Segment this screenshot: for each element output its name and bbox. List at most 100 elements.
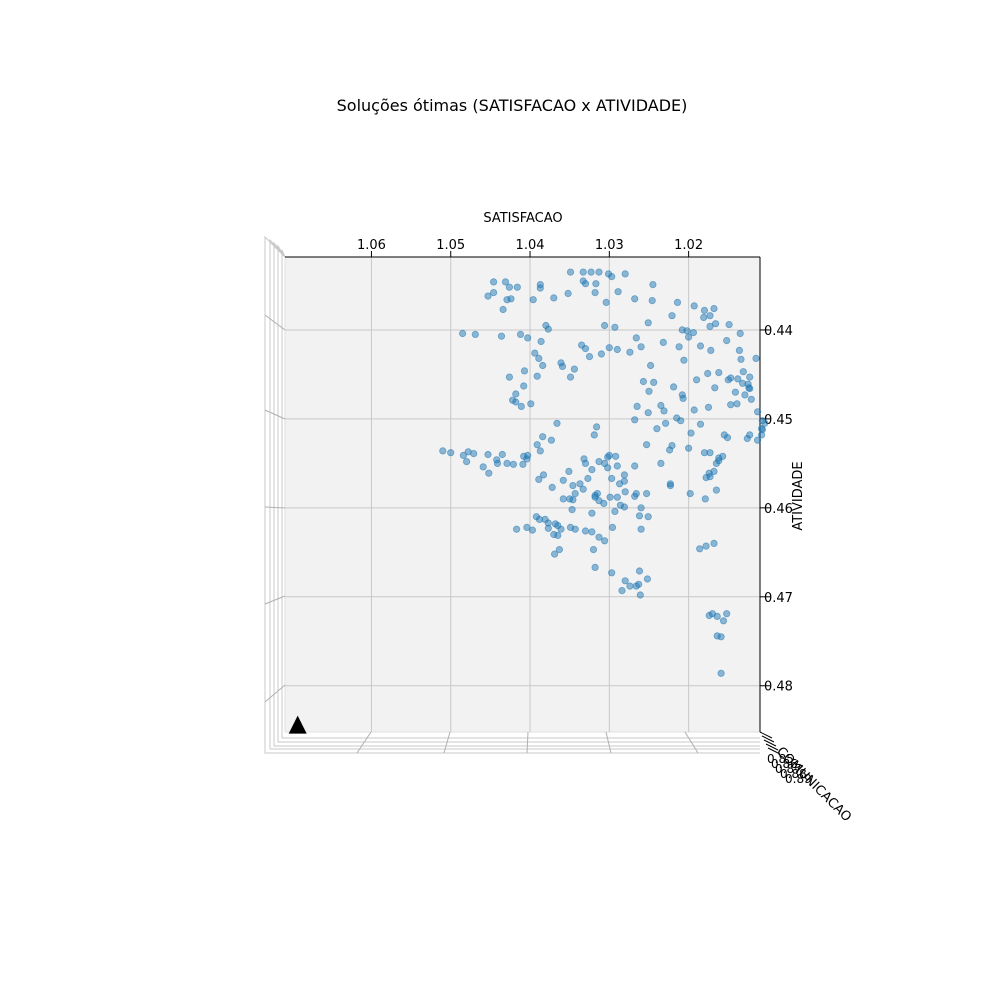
data-point [439,447,447,455]
data-point [711,384,719,392]
data-point [489,288,498,297]
data-point [704,369,712,378]
z-tick-label: 0.86 [771,757,798,771]
data-point [503,459,511,467]
data-point [677,417,685,425]
data-point [592,423,601,431]
data-point [535,475,543,483]
data-point [611,323,619,331]
data-point [632,582,640,590]
data-point [701,495,709,503]
data-point [592,280,600,288]
data-point [585,352,594,361]
data-point [700,313,708,322]
data-point [711,320,720,328]
data-point [608,272,616,281]
data-point [637,504,645,512]
data-point [741,391,749,399]
data-point [591,288,599,297]
y-ticks: 0.44 0.45 0.46 0.47 0.48 [760,324,793,695]
data-point [527,400,535,408]
data-point [644,319,652,327]
data-point [520,382,528,390]
data-point [679,394,687,402]
data-point [602,298,610,306]
data-point [566,268,575,276]
data-point [690,406,698,414]
data-point [649,280,657,289]
data-point [734,375,742,383]
data-point [600,537,609,545]
data-point [632,334,640,342]
data-point [631,416,639,424]
data-point [642,441,651,449]
x-tick-label: 1.05 [436,238,465,253]
data-point [702,542,710,550]
data-point [736,329,744,338]
data-point [633,402,641,410]
data-point [719,617,728,625]
data-point [568,505,576,514]
data-point [661,419,670,427]
data-point [626,348,634,356]
z-tick-label: 0.88 [780,767,807,781]
data-point [570,365,579,373]
data-point [581,280,590,288]
x-axis-label: SATISFACAO [483,211,562,226]
data-point [581,344,590,353]
data-point [588,528,596,536]
data-point [707,346,715,354]
data-point [659,338,667,346]
y-tick-label: 0.46 [764,502,793,517]
data-point [621,270,629,278]
data-point [612,452,620,460]
y-axis-label: ATIVIDADE [791,461,806,530]
data-point [626,582,634,590]
data-point [684,333,693,341]
data-point [497,332,506,340]
data-point [631,462,639,470]
data-point [566,495,574,503]
data-point [551,520,560,528]
data-point [544,519,552,527]
data-point [704,403,713,411]
data-point [706,449,714,457]
data-point [605,451,613,459]
data-point [589,545,598,554]
data-point [696,545,704,553]
data-point [613,345,621,354]
data-point [752,354,760,362]
data-point [668,312,676,320]
highlight-triangle-marker [288,715,307,734]
z-tick-label: 0.89 [785,772,812,786]
data-point [588,509,596,517]
data-point [632,489,640,498]
data-point [519,460,527,468]
data-point [528,526,537,534]
data-point [687,429,695,437]
data-point [571,489,579,498]
data-point [700,306,709,314]
data-point [536,447,544,455]
data-point [584,474,592,483]
data-point [539,361,547,370]
data-point [657,401,665,410]
y-tick-label: 0.44 [764,324,793,339]
data-point [588,465,596,474]
data-point [737,355,745,363]
data-point [731,388,740,396]
data-point [650,378,658,386]
data-point [535,354,543,362]
x-tick-label: 1.04 [516,238,545,253]
data-point [717,669,725,677]
bottom-pane-ticks [356,731,699,754]
data-point [512,525,521,533]
data-point [660,407,668,415]
data-point [635,567,644,575]
data-point [512,390,520,398]
data-point [692,376,701,384]
data-point [739,368,747,376]
data-point [653,425,661,433]
data-point [723,433,732,442]
